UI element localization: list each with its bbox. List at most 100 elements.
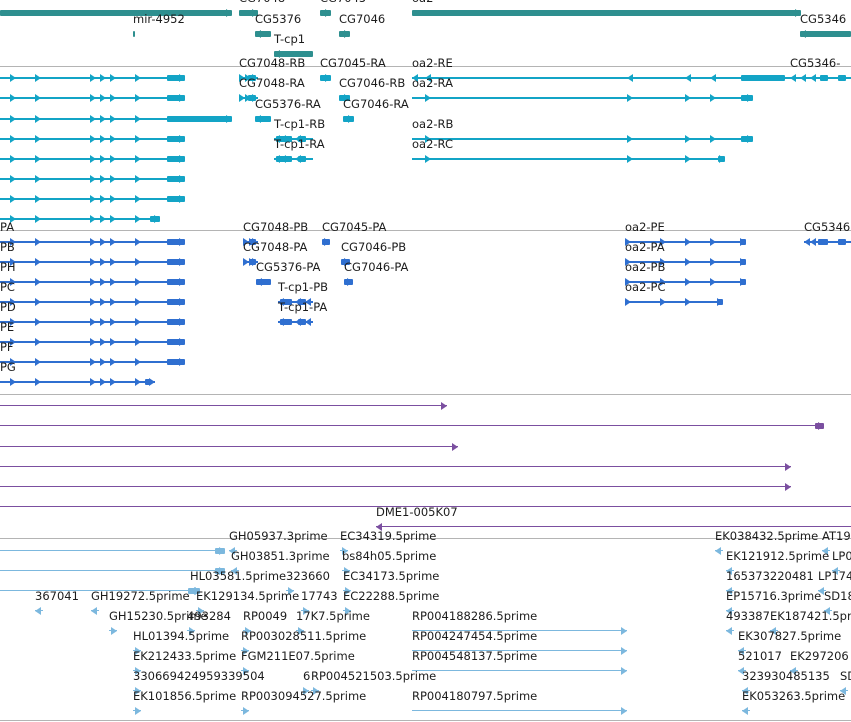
ests-feature[interactable]: 165373220481	[726, 570, 814, 599]
transcripts-feature[interactable]	[0, 171, 185, 187]
cdna-feature[interactable]	[0, 499, 851, 515]
ests-feature[interactable]: GH19272.5prime	[91, 590, 190, 619]
transcripts-feature[interactable]: CG7046-RA	[343, 98, 409, 127]
genes-feature[interactable]: CG5346	[800, 13, 851, 42]
ests-feature[interactable]: AT19	[822, 530, 851, 559]
ests-feature[interactable]: GH03851.3prime	[231, 550, 330, 579]
ests-feature[interactable]: RP003028511.5prime	[241, 630, 366, 659]
ests-feature[interactable]: RP004548137.5prime	[412, 650, 627, 679]
ests-feature[interactable]: RP004521503.5prime	[311, 670, 436, 699]
ests-feature[interactable]: 17K7.5prime	[296, 610, 370, 639]
transcripts-feature[interactable]	[0, 111, 232, 127]
ests-feature[interactable]: RP003094527.5prime	[241, 690, 366, 719]
ests-feature[interactable]: SD	[840, 670, 851, 699]
ests-feature[interactable]: RP004247454.5prime	[412, 630, 627, 659]
transcripts-feature[interactable]	[0, 191, 185, 207]
ests-feature[interactable]: HL01394.5prime	[133, 630, 229, 659]
proteins-feature[interactable]: oa2-PB	[625, 261, 746, 290]
ests-feature[interactable]: GH05937.3prime	[229, 530, 328, 559]
transcripts-feature[interactable]	[0, 131, 185, 147]
ests-feature[interactable]: EK121912.5prime	[726, 550, 829, 579]
cdna-feature[interactable]	[0, 398, 447, 414]
ests-feature[interactable]: 6	[303, 670, 310, 699]
genes-feature[interactable]: oa2	[412, 0, 801, 21]
proteins-feature[interactable]: CG5376-PA	[256, 261, 320, 290]
ests-feature[interactable]: EK101856.5prime	[133, 690, 236, 719]
ests-feature[interactable]: 521017	[738, 650, 782, 679]
cdna-feature[interactable]: DME1-005K07	[376, 506, 851, 535]
ests-feature[interactable]	[0, 563, 225, 579]
ests-feature[interactable]: EK297206	[790, 650, 849, 679]
proteins-feature[interactable]: CG7048-PA	[243, 241, 307, 270]
proteins-feature[interactable]: PC	[0, 281, 185, 310]
genes-feature[interactable]: mir-4952	[133, 13, 185, 42]
ests-feature[interactable]	[0, 543, 225, 559]
proteins-feature[interactable]: CG7045-PA	[322, 221, 386, 250]
transcripts-feature[interactable]: CG5376-RA	[255, 98, 321, 127]
ests-feature[interactable]: RP004180797.5prime	[412, 690, 627, 719]
transcripts-feature[interactable]: CG7048-RB	[239, 57, 305, 86]
transcripts-feature[interactable]: T-cp1-RB	[274, 118, 325, 147]
proteins-feature[interactable]: oa2-PC	[625, 281, 723, 310]
ests-feature[interactable]: HL03581.5prime	[190, 570, 286, 599]
proteins-feature[interactable]: CG7046-PB	[341, 241, 406, 270]
genes-feature[interactable]: T-cp1	[274, 33, 313, 62]
proteins-feature[interactable]: PA	[0, 221, 185, 250]
cdna-feature[interactable]	[0, 439, 458, 455]
ests-feature[interactable]: EK212433.5prime	[133, 650, 236, 679]
ests-feature[interactable]: GH15230.5prime	[109, 610, 208, 639]
ests-feature[interactable]: EC34319.5prime	[340, 530, 436, 559]
transcripts-feature[interactable]	[0, 70, 185, 86]
ests-feature[interactable]: EC22288.5prime	[343, 590, 439, 619]
ests-feature[interactable]: LP174	[818, 570, 851, 599]
ests-feature[interactable]: EK053263.5prime	[742, 690, 845, 719]
transcripts-feature[interactable]: T-cp1-RA	[274, 138, 325, 167]
proteins-feature[interactable]: oa2-PE	[625, 221, 746, 250]
ests-feature[interactable]: EP15716.3prime	[726, 590, 821, 619]
proteins-feature[interactable]: oa2-PA	[625, 241, 746, 270]
transcripts-feature[interactable]: oa2-RA	[412, 77, 753, 106]
ests-feature[interactable]: EK307827.5prime	[738, 630, 841, 659]
cdna-feature[interactable]	[0, 418, 824, 434]
ests-feature[interactable]: FGM211E07.5prime	[241, 650, 355, 679]
proteins-feature[interactable]: T-cp1-PB	[278, 281, 328, 310]
ests-feature[interactable]: SD18	[824, 590, 851, 619]
transcripts-feature[interactable]	[0, 151, 185, 167]
transcripts-feature[interactable]: oa2-RE	[412, 57, 790, 86]
ests-feature[interactable]: 17743	[301, 590, 338, 619]
transcripts-feature[interactable]: CG7048-RA	[239, 77, 305, 106]
genes-feature[interactable]: CG7048	[239, 0, 285, 21]
genes-feature[interactable]	[0, 5, 232, 21]
ests-feature[interactable]: 330669424959339504	[133, 670, 265, 699]
ests-feature[interactable]: RP0049	[243, 610, 287, 639]
proteins-feature[interactable]: PG	[0, 361, 155, 390]
ests-feature[interactable]: 323660	[286, 570, 330, 599]
proteins-feature[interactable]: PE	[0, 321, 185, 350]
ests-feature[interactable]: bs84h05.5prime	[342, 550, 436, 579]
transcripts-feature[interactable]	[0, 90, 185, 106]
cdna-feature[interactable]	[0, 479, 791, 495]
genes-feature[interactable]: CG5376	[255, 13, 301, 42]
ests-feature[interactable]: RP004188286.5prime	[412, 610, 627, 639]
genes-feature[interactable]: CG7046	[339, 13, 385, 42]
ests-feature[interactable]: EK038432.5prime	[715, 530, 818, 559]
transcripts-feature[interactable]: oa2-RC	[412, 138, 725, 167]
proteins-feature[interactable]: CG7046-PA	[344, 261, 408, 290]
proteins-feature[interactable]: T-cp1-PA	[278, 301, 327, 330]
ests-feature[interactable]: 323930485135	[742, 670, 830, 699]
proteins-feature[interactable]: PD	[0, 301, 185, 330]
proteins-feature[interactable]: CG7048-PB	[243, 221, 308, 250]
proteins-feature[interactable]: PH	[0, 261, 185, 290]
ests-feature[interactable]: EK129134.5prime	[196, 590, 299, 619]
ests-feature[interactable]: 493284	[187, 610, 231, 639]
ests-feature[interactable]: LP0	[832, 550, 851, 579]
transcripts-feature[interactable]: CG5346-	[790, 57, 851, 86]
transcripts-feature[interactable]: oa2-RB	[412, 118, 753, 147]
transcripts-feature[interactable]: CG7046-RB	[339, 77, 405, 106]
transcripts-feature[interactable]	[0, 211, 160, 227]
proteins-feature[interactable]: CG5346	[804, 221, 851, 250]
proteins-feature[interactable]: PF	[0, 341, 185, 370]
transcripts-feature[interactable]: CG7045-RA	[320, 57, 386, 86]
ests-feature[interactable]: EC34173.5prime	[343, 570, 439, 599]
genes-feature[interactable]: CG7045	[320, 0, 366, 21]
